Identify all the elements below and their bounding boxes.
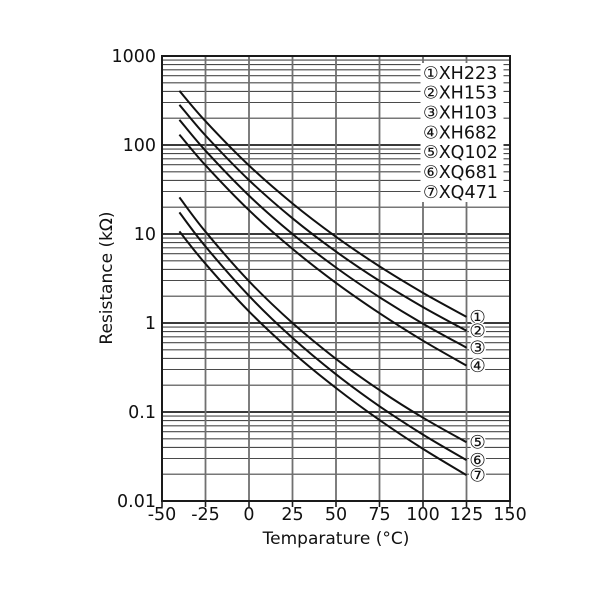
curve-XH223: [178, 90, 467, 318]
x-tick-label: -50: [148, 505, 177, 525]
tick-labels-layer: 1000 100 10 1 0.1 0.01-50 -25 0 25 50 75 100 125 150: [111, 47, 526, 525]
legend-entry: ①XH223: [423, 64, 497, 84]
curves-layer: [178, 90, 468, 477]
curve-end-marker: ④: [469, 356, 486, 377]
x-tick-label: 150: [493, 505, 526, 525]
curve-end-marker: ②: [469, 321, 486, 342]
legend-entry: ③XH103: [423, 104, 497, 124]
curve-XQ471: [178, 230, 468, 477]
y-tick-label: 100: [123, 136, 156, 156]
y-tick-label: 1000: [111, 47, 156, 67]
x-tick-label: 100: [406, 505, 439, 525]
plot-frame-layer: [161, 55, 511, 507]
y-axis-title: Resistance (kΩ): [97, 211, 117, 344]
x-tick-label: 0: [243, 505, 254, 525]
curve-XQ681: [178, 211, 468, 461]
x-tick-label: 75: [368, 505, 390, 525]
y-tick-label: 10: [134, 225, 156, 245]
legend-entry: ⑥XQ681: [423, 163, 498, 183]
curve-end-marker: ⑦: [469, 466, 486, 487]
curve-XH682: [178, 133, 467, 367]
curve-end-marker-bg: [468, 322, 487, 340]
axis-frame: [161, 55, 511, 502]
curve-end-marker-bg: [468, 451, 487, 469]
curve-XH103: [178, 119, 467, 349]
x-axis-title: Temparature (°C): [262, 529, 410, 549]
legend-entry: ⑦XQ471: [423, 183, 498, 203]
gridlines-layer: [162, 56, 510, 501]
curve-end-marker: ③: [469, 338, 486, 359]
legend: ①XH223②XH153③XH103④XH682⑤XQ102⑥XQ681⑦XQ4…: [420, 63, 504, 203]
curve-end-marker: ⑥: [469, 451, 486, 472]
curve-end-marker: ⑤: [469, 433, 486, 454]
curve-end-marker-bg: [468, 433, 487, 451]
curve-end-marker: ①: [469, 307, 486, 328]
legend-entry: ⑤XQ102: [423, 143, 498, 163]
curve-end-marker-bg: [468, 357, 487, 375]
curve-XH153: [178, 104, 467, 332]
x-tick-label: -25: [191, 505, 220, 525]
legend-entry: ④XH682: [423, 123, 497, 143]
y-tick-label: 0.01: [117, 492, 156, 512]
y-tick-label: 1: [145, 314, 156, 334]
x-tick-label: 50: [325, 505, 347, 525]
y-tick-label: 0.1: [128, 403, 156, 423]
curve-end-marker-bg: [468, 466, 487, 484]
x-tick-label: 25: [281, 505, 303, 525]
curve-end-marker-bg: [468, 339, 487, 357]
x-tick-label: 125: [450, 505, 483, 525]
curve-end-marker-bg: [468, 308, 487, 326]
legend-box: [420, 63, 504, 202]
curve-XQ102: [178, 196, 467, 444]
legend-entry: ②XH153: [423, 84, 497, 104]
